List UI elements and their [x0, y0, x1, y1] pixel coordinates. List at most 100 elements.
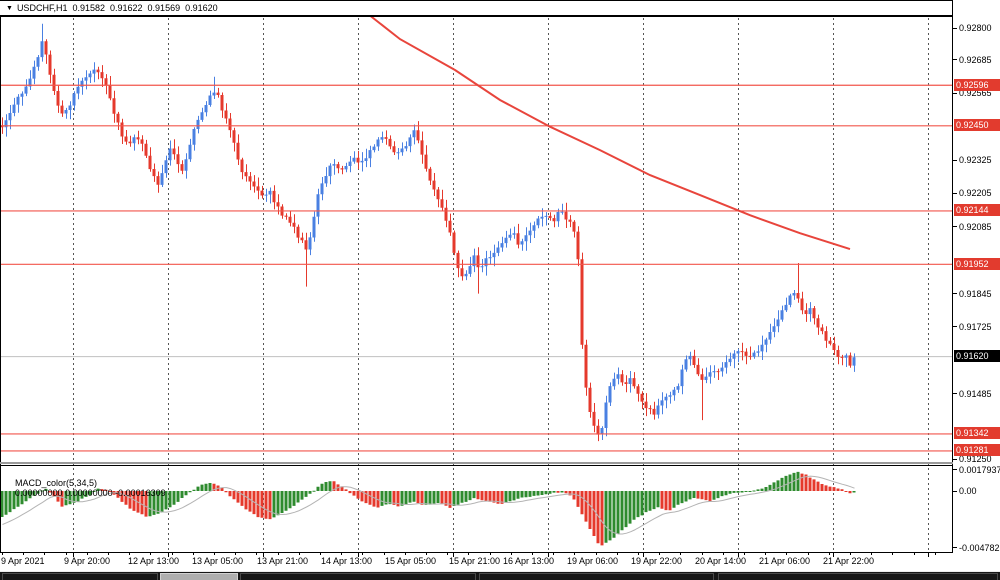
time-axis-label: 21 Apr 22:00 [823, 556, 875, 566]
chart-plot-area[interactable] [0, 0, 953, 571]
taskbar-button-segment[interactable] [2, 573, 158, 580]
time-tick-mark [616, 553, 618, 555]
ohlc-high-value: 0.91622 [110, 3, 143, 13]
candle-wicks-bull [6, 23, 855, 440]
time-tick-mark [2, 553, 3, 555]
time-tick-mark [574, 553, 576, 555]
time-tick-mark [298, 553, 300, 555]
time-axis-label: 15 Apr 21:00 [449, 556, 501, 566]
macd-tick-mark [953, 547, 957, 549]
time-axis-label: 15 Apr 05:00 [385, 556, 437, 566]
price-tick-label: 0.92325 [959, 155, 992, 166]
time-tick-mark [150, 553, 152, 555]
symbol-timeframe-label: USDCHF,H1 [16, 3, 68, 13]
price-tick-label: 0.92685 [959, 54, 992, 65]
time-tick-mark [404, 553, 406, 555]
price-line-badge: 0.92450 [954, 119, 1000, 132]
price-tick-mark [953, 92, 957, 94]
candle-bodies-bull [4, 41, 856, 435]
time-tick-mark [23, 553, 25, 555]
time-tick-mark [277, 553, 279, 555]
indicator-label: MACD_color(5,34,5) 0.00000000 0.00000000… [5, 468, 170, 508]
time-grid-tick-mark [453, 553, 454, 557]
ohlc-open-value: 0.91582 [72, 3, 105, 13]
time-tick-mark [680, 553, 682, 555]
time-tick-mark [765, 553, 767, 555]
time-tick-mark [659, 553, 661, 555]
time-axis[interactable]: 9 Apr 2021 9 Apr 20:00 12 Apr 13:00 13 Apr … [0, 553, 1000, 571]
trend-line[interactable] [349, 0, 851, 251]
macd-histogram-down [48, 473, 852, 546]
time-tick-mark [850, 553, 851, 555]
price-axis[interactable]: 0.92800 0.92685 0.92565 0.92325 0.92205 0.920… [953, 0, 1000, 571]
time-grid-tick-mark [168, 553, 169, 557]
time-tick-mark [722, 553, 724, 555]
time-tick-mark [65, 553, 67, 555]
time-tick-mark [214, 553, 215, 555]
time-tick-mark [553, 553, 555, 555]
macd-tick-mark [953, 469, 957, 471]
time-axis-label: 13 Apr 05:00 [192, 556, 244, 566]
price-tick-mark [953, 192, 957, 194]
price-tick-mark [953, 159, 957, 161]
time-tick-mark [171, 553, 173, 555]
taskbar-strip [0, 571, 1000, 580]
time-tick-mark [129, 553, 131, 555]
time-grid-tick-mark [73, 553, 74, 557]
price-tick-label: 0.92565 [959, 88, 992, 99]
price-line-badge: 0.91952 [954, 257, 1000, 270]
time-tick-mark [341, 553, 343, 555]
price-tick-mark [953, 326, 957, 328]
price-tick-mark [953, 59, 957, 61]
time-axis-label: 20 Apr 14:00 [695, 556, 747, 566]
time-tick-mark [510, 553, 512, 555]
time-tick-mark [532, 553, 533, 555]
time-grid-tick-mark [833, 553, 834, 557]
time-tick-mark [913, 553, 915, 555]
time-tick-mark [934, 553, 936, 555]
taskbar-button-segment[interactable] [718, 573, 998, 580]
price-tick-label: 0.91845 [959, 288, 992, 299]
price-tick-label: 0.92205 [959, 188, 992, 199]
time-tick-mark [86, 553, 88, 555]
time-tick-mark [892, 553, 894, 555]
price-line-badge: 0.92144 [954, 204, 1000, 217]
collapse-chart-icon[interactable]: ▼ [6, 4, 13, 12]
time-axis-label: 9 Apr 2021 [1, 556, 45, 566]
taskbar-button-segment[interactable] [240, 573, 476, 580]
time-grid-tick-mark [643, 553, 644, 557]
time-axis-label: 19 Apr 22:00 [631, 556, 683, 566]
time-tick-mark [447, 553, 449, 555]
pane-separator[interactable] [0, 462, 953, 464]
price-tick-label: 0.92800 [959, 23, 992, 33]
current-price-badge: 0.91620 [954, 350, 1000, 363]
taskbar-button-segment[interactable] [160, 573, 238, 580]
macd-tick-label: 0.0017937 [959, 464, 1000, 475]
time-tick-mark [320, 553, 321, 555]
time-tick-mark [383, 553, 385, 555]
time-axis-label: 19 Apr 06:00 [567, 556, 619, 566]
time-tick-mark [807, 553, 809, 555]
time-tick-mark [256, 553, 258, 555]
price-tick-label: 0.92085 [959, 221, 992, 232]
price-line-badge: 0.92596 [954, 78, 1000, 91]
taskbar-button-segment[interactable] [479, 573, 714, 580]
price-line-badge: 0.91281 [954, 444, 1000, 457]
time-axis-label: 14 Apr 13:00 [321, 556, 373, 566]
price-tick-mark [953, 393, 957, 395]
time-grid-tick-mark [738, 553, 739, 557]
time-axis-label: 21 Apr 06:00 [759, 556, 811, 566]
price-tick-mark [953, 226, 957, 228]
ohlc-close-value: 0.91620 [185, 3, 218, 13]
time-grid-tick-mark [928, 553, 929, 557]
macd-tick-label: -0.004782 [959, 542, 1000, 553]
time-grid-tick-mark [548, 553, 549, 557]
time-axis-label: 12 Apr 13:00 [128, 556, 180, 566]
candle-bodies-bear [0, 41, 852, 435]
ohlc-low-value: 0.91569 [147, 3, 181, 13]
time-grid-tick-mark [263, 553, 264, 557]
time-axis-label: 9 Apr 20:00 [64, 556, 111, 566]
time-tick-mark [744, 553, 745, 555]
time-tick-mark [108, 553, 109, 555]
